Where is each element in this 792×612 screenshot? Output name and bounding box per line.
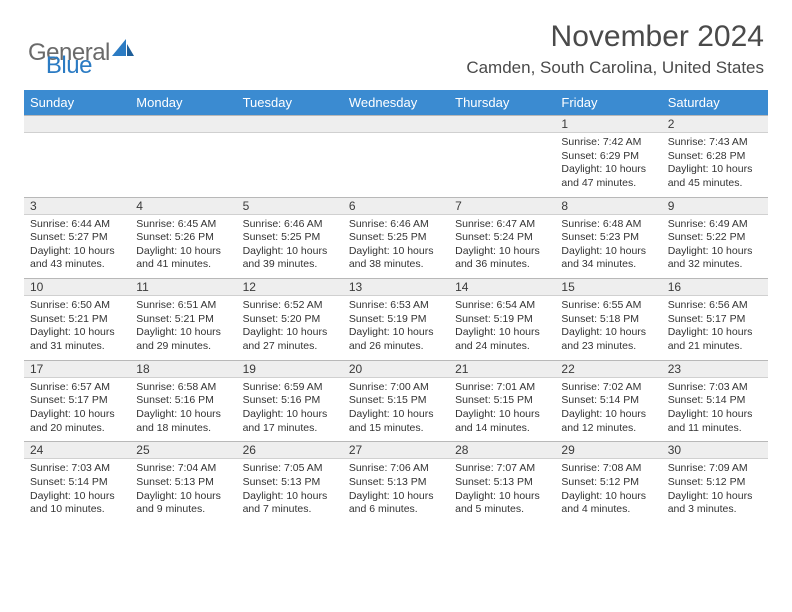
date-number: 12: [237, 279, 343, 296]
day-cell: [24, 133, 130, 198]
day-header-row: Sunday Monday Tuesday Wednesday Thursday…: [24, 90, 768, 116]
day-header-thursday: Thursday: [449, 90, 555, 116]
day-cell: Sunrise: 6:57 AM Sunset: 5:17 PM Dayligh…: [24, 377, 130, 442]
day-cell: Sunrise: 7:09 AM Sunset: 5:12 PM Dayligh…: [662, 459, 768, 523]
day-cell: Sunrise: 7:03 AM Sunset: 5:14 PM Dayligh…: [662, 377, 768, 442]
date-number: 6: [343, 197, 449, 214]
date-number: 23: [662, 360, 768, 377]
date-number: 16: [662, 279, 768, 296]
date-number: 18: [130, 360, 236, 377]
date-number: [237, 116, 343, 133]
date-number: 28: [449, 442, 555, 459]
day-cell: Sunrise: 6:50 AM Sunset: 5:21 PM Dayligh…: [24, 296, 130, 361]
date-number: 22: [555, 360, 661, 377]
header: General Blue November 2024 Camden, South…: [0, 0, 792, 84]
day-cell: Sunrise: 7:04 AM Sunset: 5:13 PM Dayligh…: [130, 459, 236, 523]
date-number: 29: [555, 442, 661, 459]
day-header-saturday: Saturday: [662, 90, 768, 116]
day-cell: Sunrise: 6:54 AM Sunset: 5:19 PM Dayligh…: [449, 296, 555, 361]
day-cell: Sunrise: 6:52 AM Sunset: 5:20 PM Dayligh…: [237, 296, 343, 361]
date-number: 24: [24, 442, 130, 459]
date-bar-row: 12: [24, 116, 768, 133]
day-cell: Sunrise: 6:53 AM Sunset: 5:19 PM Dayligh…: [343, 296, 449, 361]
date-number: [24, 116, 130, 133]
date-bar-row: 3456789: [24, 197, 768, 214]
date-number: 11: [130, 279, 236, 296]
date-number: 1: [555, 116, 661, 133]
day-header-wednesday: Wednesday: [343, 90, 449, 116]
day-cell: [449, 133, 555, 198]
date-number: 7: [449, 197, 555, 214]
date-number: 27: [343, 442, 449, 459]
date-number: [343, 116, 449, 133]
date-number: 8: [555, 197, 661, 214]
date-number: 26: [237, 442, 343, 459]
day-cell: Sunrise: 7:03 AM Sunset: 5:14 PM Dayligh…: [24, 459, 130, 523]
day-cell: Sunrise: 6:46 AM Sunset: 5:25 PM Dayligh…: [343, 214, 449, 279]
date-number: 13: [343, 279, 449, 296]
date-number: 17: [24, 360, 130, 377]
date-number: 5: [237, 197, 343, 214]
week-row: Sunrise: 6:57 AM Sunset: 5:17 PM Dayligh…: [24, 377, 768, 442]
day-cell: Sunrise: 7:43 AM Sunset: 6:28 PM Dayligh…: [662, 133, 768, 198]
day-cell: Sunrise: 6:51 AM Sunset: 5:21 PM Dayligh…: [130, 296, 236, 361]
date-number: 30: [662, 442, 768, 459]
date-number: 14: [449, 279, 555, 296]
location: Camden, South Carolina, United States: [466, 58, 764, 78]
date-number: [130, 116, 236, 133]
day-header-tuesday: Tuesday: [237, 90, 343, 116]
date-number: 9: [662, 197, 768, 214]
date-number: 10: [24, 279, 130, 296]
date-number: [449, 116, 555, 133]
day-header-sunday: Sunday: [24, 90, 130, 116]
day-cell: Sunrise: 7:42 AM Sunset: 6:29 PM Dayligh…: [555, 133, 661, 198]
day-cell: Sunrise: 7:05 AM Sunset: 5:13 PM Dayligh…: [237, 459, 343, 523]
month-title: November 2024: [466, 20, 764, 54]
logo-text-blue: Blue: [46, 52, 92, 80]
day-cell: Sunrise: 6:44 AM Sunset: 5:27 PM Dayligh…: [24, 214, 130, 279]
day-cell: Sunrise: 6:58 AM Sunset: 5:16 PM Dayligh…: [130, 377, 236, 442]
logo: General Blue: [28, 26, 92, 80]
week-row: Sunrise: 6:44 AM Sunset: 5:27 PM Dayligh…: [24, 214, 768, 279]
day-cell: [130, 133, 236, 198]
day-cell: Sunrise: 6:48 AM Sunset: 5:23 PM Dayligh…: [555, 214, 661, 279]
logo-sail-icon: [112, 39, 134, 64]
date-number: 3: [24, 197, 130, 214]
date-number: 19: [237, 360, 343, 377]
calendar-body: 12Sunrise: 7:42 AM Sunset: 6:29 PM Dayli…: [24, 116, 768, 523]
date-number: 20: [343, 360, 449, 377]
day-cell: Sunrise: 6:47 AM Sunset: 5:24 PM Dayligh…: [449, 214, 555, 279]
day-cell: Sunrise: 7:08 AM Sunset: 5:12 PM Dayligh…: [555, 459, 661, 523]
day-cell: Sunrise: 6:46 AM Sunset: 5:25 PM Dayligh…: [237, 214, 343, 279]
day-cell: Sunrise: 6:55 AM Sunset: 5:18 PM Dayligh…: [555, 296, 661, 361]
day-cell: Sunrise: 6:49 AM Sunset: 5:22 PM Dayligh…: [662, 214, 768, 279]
week-row: Sunrise: 7:42 AM Sunset: 6:29 PM Dayligh…: [24, 133, 768, 198]
day-header-friday: Friday: [555, 90, 661, 116]
day-cell: Sunrise: 7:07 AM Sunset: 5:13 PM Dayligh…: [449, 459, 555, 523]
day-cell: [237, 133, 343, 198]
date-number: 25: [130, 442, 236, 459]
day-cell: Sunrise: 6:56 AM Sunset: 5:17 PM Dayligh…: [662, 296, 768, 361]
day-cell: Sunrise: 7:06 AM Sunset: 5:13 PM Dayligh…: [343, 459, 449, 523]
day-cell: Sunrise: 7:00 AM Sunset: 5:15 PM Dayligh…: [343, 377, 449, 442]
day-cell: Sunrise: 7:02 AM Sunset: 5:14 PM Dayligh…: [555, 377, 661, 442]
day-header-monday: Monday: [130, 90, 236, 116]
date-number: 2: [662, 116, 768, 133]
date-bar-row: 24252627282930: [24, 442, 768, 459]
day-cell: Sunrise: 7:01 AM Sunset: 5:15 PM Dayligh…: [449, 377, 555, 442]
title-block: November 2024 Camden, South Carolina, Un…: [466, 20, 764, 78]
date-number: 15: [555, 279, 661, 296]
date-number: 21: [449, 360, 555, 377]
week-row: Sunrise: 6:50 AM Sunset: 5:21 PM Dayligh…: [24, 296, 768, 361]
week-row: Sunrise: 7:03 AM Sunset: 5:14 PM Dayligh…: [24, 459, 768, 523]
calendar-table: Sunday Monday Tuesday Wednesday Thursday…: [24, 90, 768, 523]
date-number: 4: [130, 197, 236, 214]
day-cell: Sunrise: 6:45 AM Sunset: 5:26 PM Dayligh…: [130, 214, 236, 279]
day-cell: [343, 133, 449, 198]
day-cell: Sunrise: 6:59 AM Sunset: 5:16 PM Dayligh…: [237, 377, 343, 442]
date-bar-row: 17181920212223: [24, 360, 768, 377]
date-bar-row: 10111213141516: [24, 279, 768, 296]
